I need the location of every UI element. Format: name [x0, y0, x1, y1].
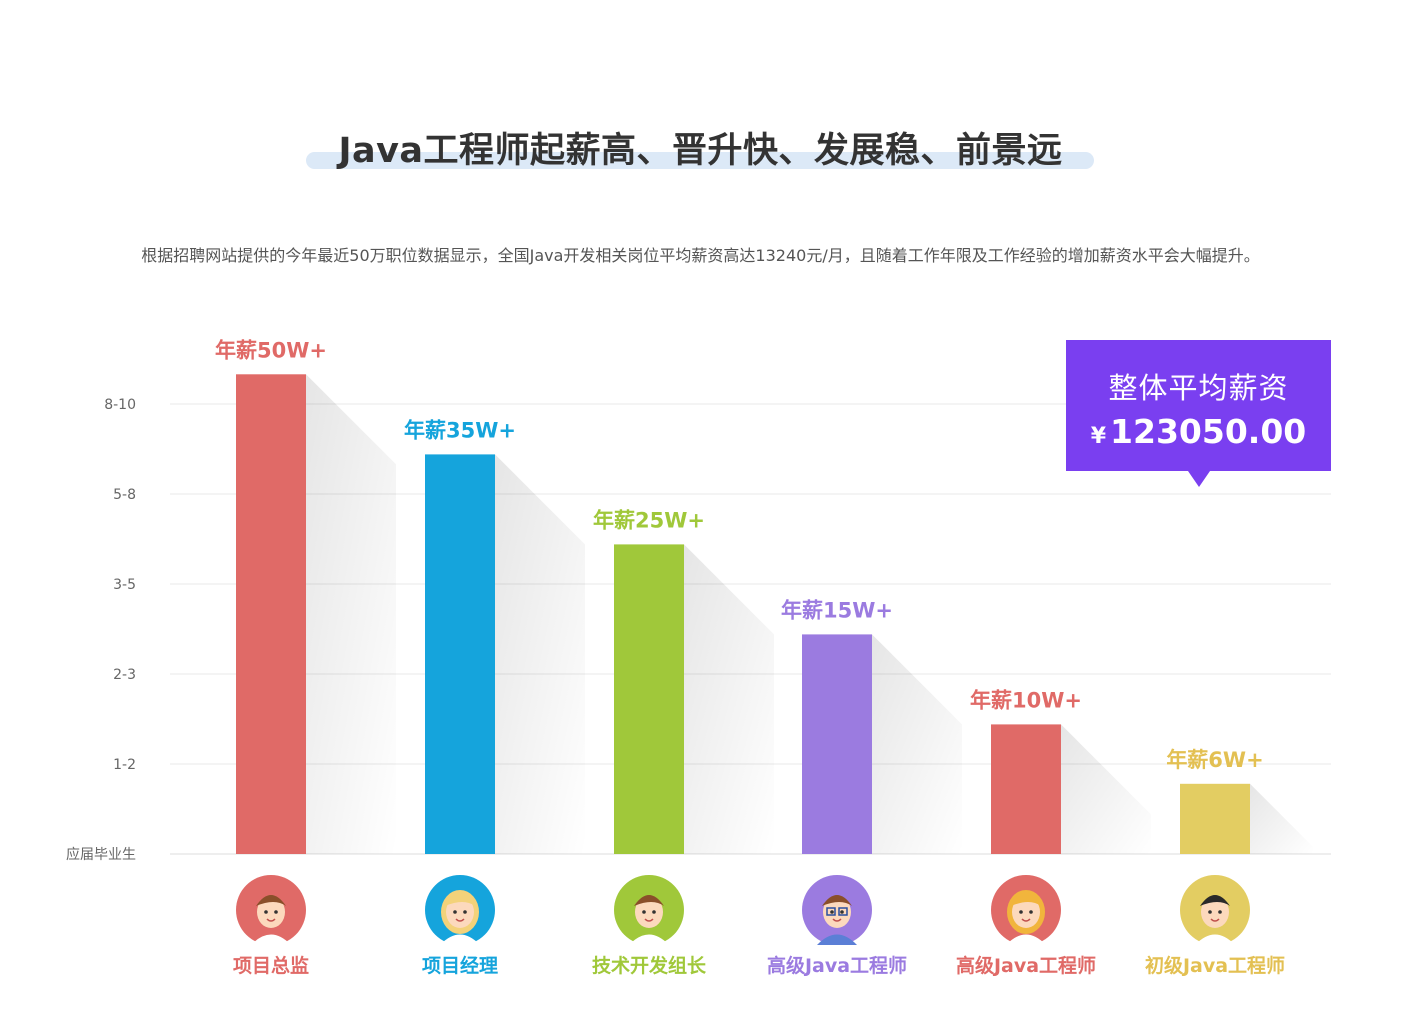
bar	[425, 454, 495, 854]
bar-shadow	[306, 374, 396, 854]
category-label: 技术开发组长	[592, 954, 707, 977]
title-area: Java工程师起薪高、晋升快、发展稳、前景远	[0, 118, 1401, 178]
bar-shadow	[684, 544, 774, 854]
bar	[802, 634, 872, 854]
bar-value-label: 年薪35W+	[404, 418, 516, 442]
category-label: 项目经理	[422, 954, 498, 977]
bar-value-label: 年薪50W+	[215, 338, 327, 362]
y-tick-label: 应届毕业生	[66, 846, 136, 863]
currency-symbol: ¥	[1090, 424, 1107, 449]
category-label: 高级Java工程师	[956, 954, 1096, 977]
bar-value-label: 年薪6W+	[1166, 748, 1263, 772]
bar	[614, 544, 684, 854]
bar-value-label: 年薪25W+	[593, 508, 705, 532]
y-tick-label: 3-5	[113, 577, 136, 593]
male-glasses-engineer-avatar-icon	[802, 875, 872, 945]
category-label: 项目总监	[233, 954, 309, 977]
bar	[991, 724, 1061, 854]
average-salary-value: ¥123050.00	[1066, 412, 1331, 451]
title-underline	[306, 152, 1094, 169]
y-tick-label: 1-2	[113, 757, 136, 773]
y-tick-label: 5-8	[113, 487, 136, 503]
page-subtitle: 根据招聘网站提供的今年最近50万职位数据显示，全国Java开发相关岗位平均薪资高…	[141, 246, 1260, 265]
female-manager-avatar-icon	[425, 875, 495, 945]
average-salary-box: 整体平均薪资 ¥123050.00	[1066, 340, 1331, 487]
male-junior-engineer-avatar-icon	[1180, 875, 1250, 945]
category-label: 高级Java工程师	[767, 954, 907, 977]
bar-value-label: 年薪15W+	[781, 598, 893, 622]
bar-shadow	[1061, 724, 1151, 854]
average-salary-label: 整体平均薪资	[1108, 371, 1289, 405]
page-title: Java工程师起薪高、晋升快、发展稳、前景远	[338, 131, 1063, 171]
y-tick-label: 2-3	[113, 667, 136, 683]
average-salary-number: 123050.00	[1110, 412, 1307, 451]
male-director-avatar-icon	[236, 875, 306, 945]
y-tick-label: 8-10	[104, 397, 136, 413]
bar	[1180, 783, 1250, 854]
bar	[236, 374, 306, 854]
female-engineer-avatar-icon	[991, 875, 1061, 945]
bar-shadow	[872, 634, 962, 854]
male-team-lead-avatar-icon	[614, 875, 684, 945]
bar-shadow	[1250, 783, 1314, 854]
bar-value-label: 年薪10W+	[970, 688, 1082, 712]
bar-shadow	[495, 454, 585, 854]
category-label: 初级Java工程师	[1145, 954, 1285, 977]
